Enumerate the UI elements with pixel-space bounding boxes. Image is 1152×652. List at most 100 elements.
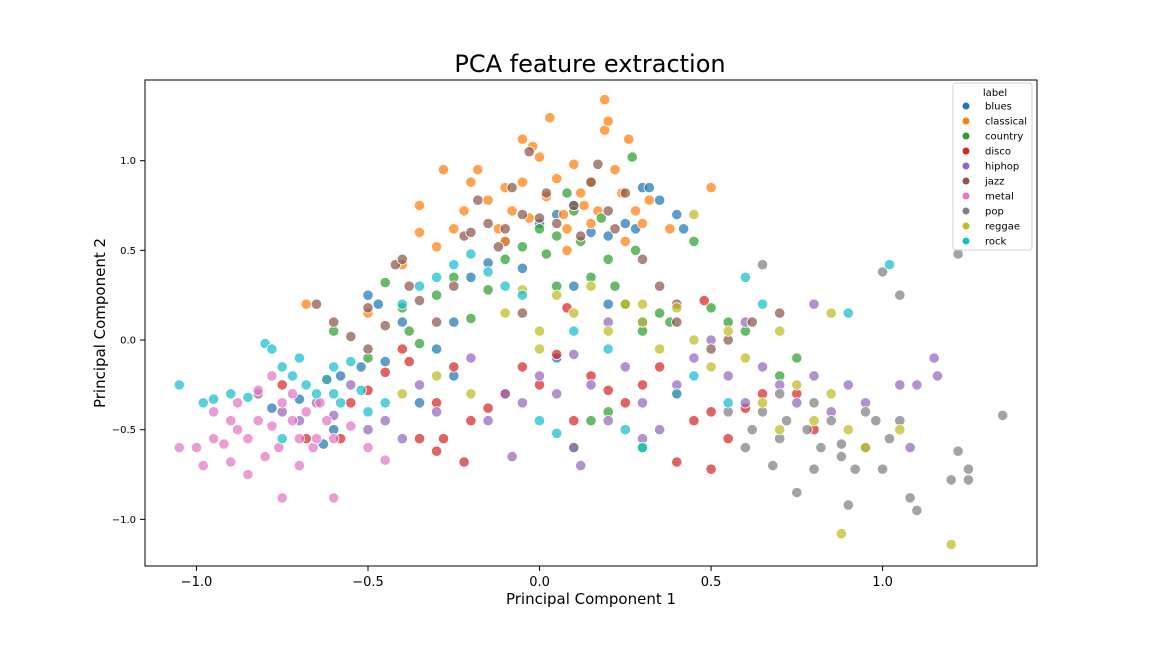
data-point-jazz: [636, 253, 649, 265]
data-point-reggae: [894, 424, 906, 436]
data-point-metal: [293, 459, 305, 472]
data-point-hiphop: [602, 415, 614, 427]
data-point-reggae: [430, 370, 443, 382]
data-point-reggae: [688, 334, 700, 346]
data-point-disco: [551, 348, 563, 360]
data-point-country: [688, 235, 700, 247]
data-point-pop: [904, 492, 916, 504]
data-point-classical: [602, 115, 614, 127]
legend-label-classical: classical: [985, 117, 1027, 128]
data-point-rock: [286, 370, 299, 382]
data-point-reggae: [671, 302, 683, 314]
data-point-country: [413, 337, 426, 350]
data-point-disco: [396, 343, 408, 355]
data-point-pop: [835, 450, 848, 463]
data-point-rock: [739, 271, 752, 283]
data-point-rock: [516, 289, 529, 301]
data-point-classical: [557, 208, 570, 221]
data-point-classical: [413, 226, 426, 238]
data-point-country: [551, 230, 563, 242]
data-point-rock: [883, 259, 896, 271]
data-point-rock: [465, 248, 477, 260]
data-point-hiphop: [396, 433, 408, 445]
data-point-pop: [876, 266, 889, 278]
data-point-pop: [952, 445, 964, 457]
legend-label-blues: blues: [985, 102, 1012, 113]
data-point-pop: [962, 463, 975, 475]
y-tick-label: −0.5: [112, 425, 136, 436]
data-point-reggae: [533, 325, 546, 337]
data-point-blues: [643, 182, 655, 194]
data-point-rock: [533, 415, 546, 427]
data-point-disco: [619, 397, 631, 409]
data-point-rock: [756, 298, 769, 310]
data-point-reggae: [756, 397, 769, 409]
data-point-rock: [482, 266, 494, 278]
data-point-rock: [225, 388, 237, 400]
data-point-metal: [286, 388, 299, 400]
data-point-blues: [465, 271, 477, 283]
data-point-jazz: [602, 205, 614, 217]
data-point-hiphop: [928, 352, 940, 364]
y-tick-label: 1.0: [120, 156, 136, 167]
data-point-reggae: [551, 289, 563, 301]
legend-box: [952, 82, 1033, 251]
data-point-metal: [208, 406, 220, 418]
data-point-hiphop: [756, 361, 769, 373]
legend-label-jazz: jazz: [984, 177, 1004, 188]
data-point-rock: [413, 280, 426, 292]
data-point-pop: [815, 441, 827, 454]
data-point-pop: [756, 259, 769, 271]
data-point-classical: [430, 241, 443, 253]
data-point-country: [403, 325, 415, 337]
data-point-reggae: [825, 388, 837, 400]
data-point-pop: [859, 406, 872, 418]
legend-marker-classical: [961, 116, 971, 126]
data-point-metal: [218, 438, 230, 450]
data-point-hiphop: [499, 388, 511, 400]
data-point-pop: [849, 463, 861, 475]
data-point-reggae: [619, 298, 631, 310]
data-point-classical: [482, 194, 494, 206]
data-point-pop: [774, 388, 786, 400]
data-point-classical: [465, 176, 477, 188]
y-tick-label: 0.0: [120, 336, 136, 347]
data-point-pop: [780, 415, 793, 427]
data-point-blues: [355, 361, 367, 373]
legend-marker-jazz: [961, 176, 971, 186]
data-point-rock: [173, 379, 185, 391]
data-point-rock: [197, 397, 209, 409]
data-point-reggae: [835, 528, 848, 540]
data-point-jazz: [472, 194, 484, 206]
data-point-hiphop: [931, 370, 944, 382]
data-point-pop: [894, 289, 906, 301]
data-point-rock: [396, 298, 408, 310]
data-point-country: [791, 352, 803, 364]
data-point-pop: [945, 474, 957, 486]
data-point-hiphop: [619, 361, 631, 373]
data-point-hiphop: [722, 370, 734, 382]
data-point-jazz: [592, 158, 604, 170]
data-point-classical: [506, 205, 518, 217]
data-point-rock: [568, 325, 580, 337]
y-tick-label: 0.5: [120, 246, 136, 257]
data-point-reggae: [636, 298, 649, 310]
data-point-blues: [379, 355, 391, 368]
data-point-pop: [870, 415, 882, 427]
data-point-blues: [334, 370, 347, 382]
legend-title: label: [983, 88, 1007, 99]
data-point-country: [465, 312, 477, 325]
legend-marker-blues: [961, 101, 971, 111]
legend-marker-country: [961, 131, 971, 141]
data-point-rock: [293, 352, 305, 364]
data-point-country: [602, 253, 614, 265]
y-axis-label: Principal Component 2: [91, 238, 109, 408]
data-point-reggae: [705, 361, 717, 373]
data-point-country: [585, 415, 597, 427]
data-point-reggae: [774, 424, 786, 436]
data-point-disco: [379, 366, 391, 378]
data-point-hiphop: [465, 352, 477, 364]
data-point-rock: [448, 259, 460, 271]
y-axis-ticks: −1.0 −0.5 0.0 0.5 1.0: [112, 156, 145, 526]
